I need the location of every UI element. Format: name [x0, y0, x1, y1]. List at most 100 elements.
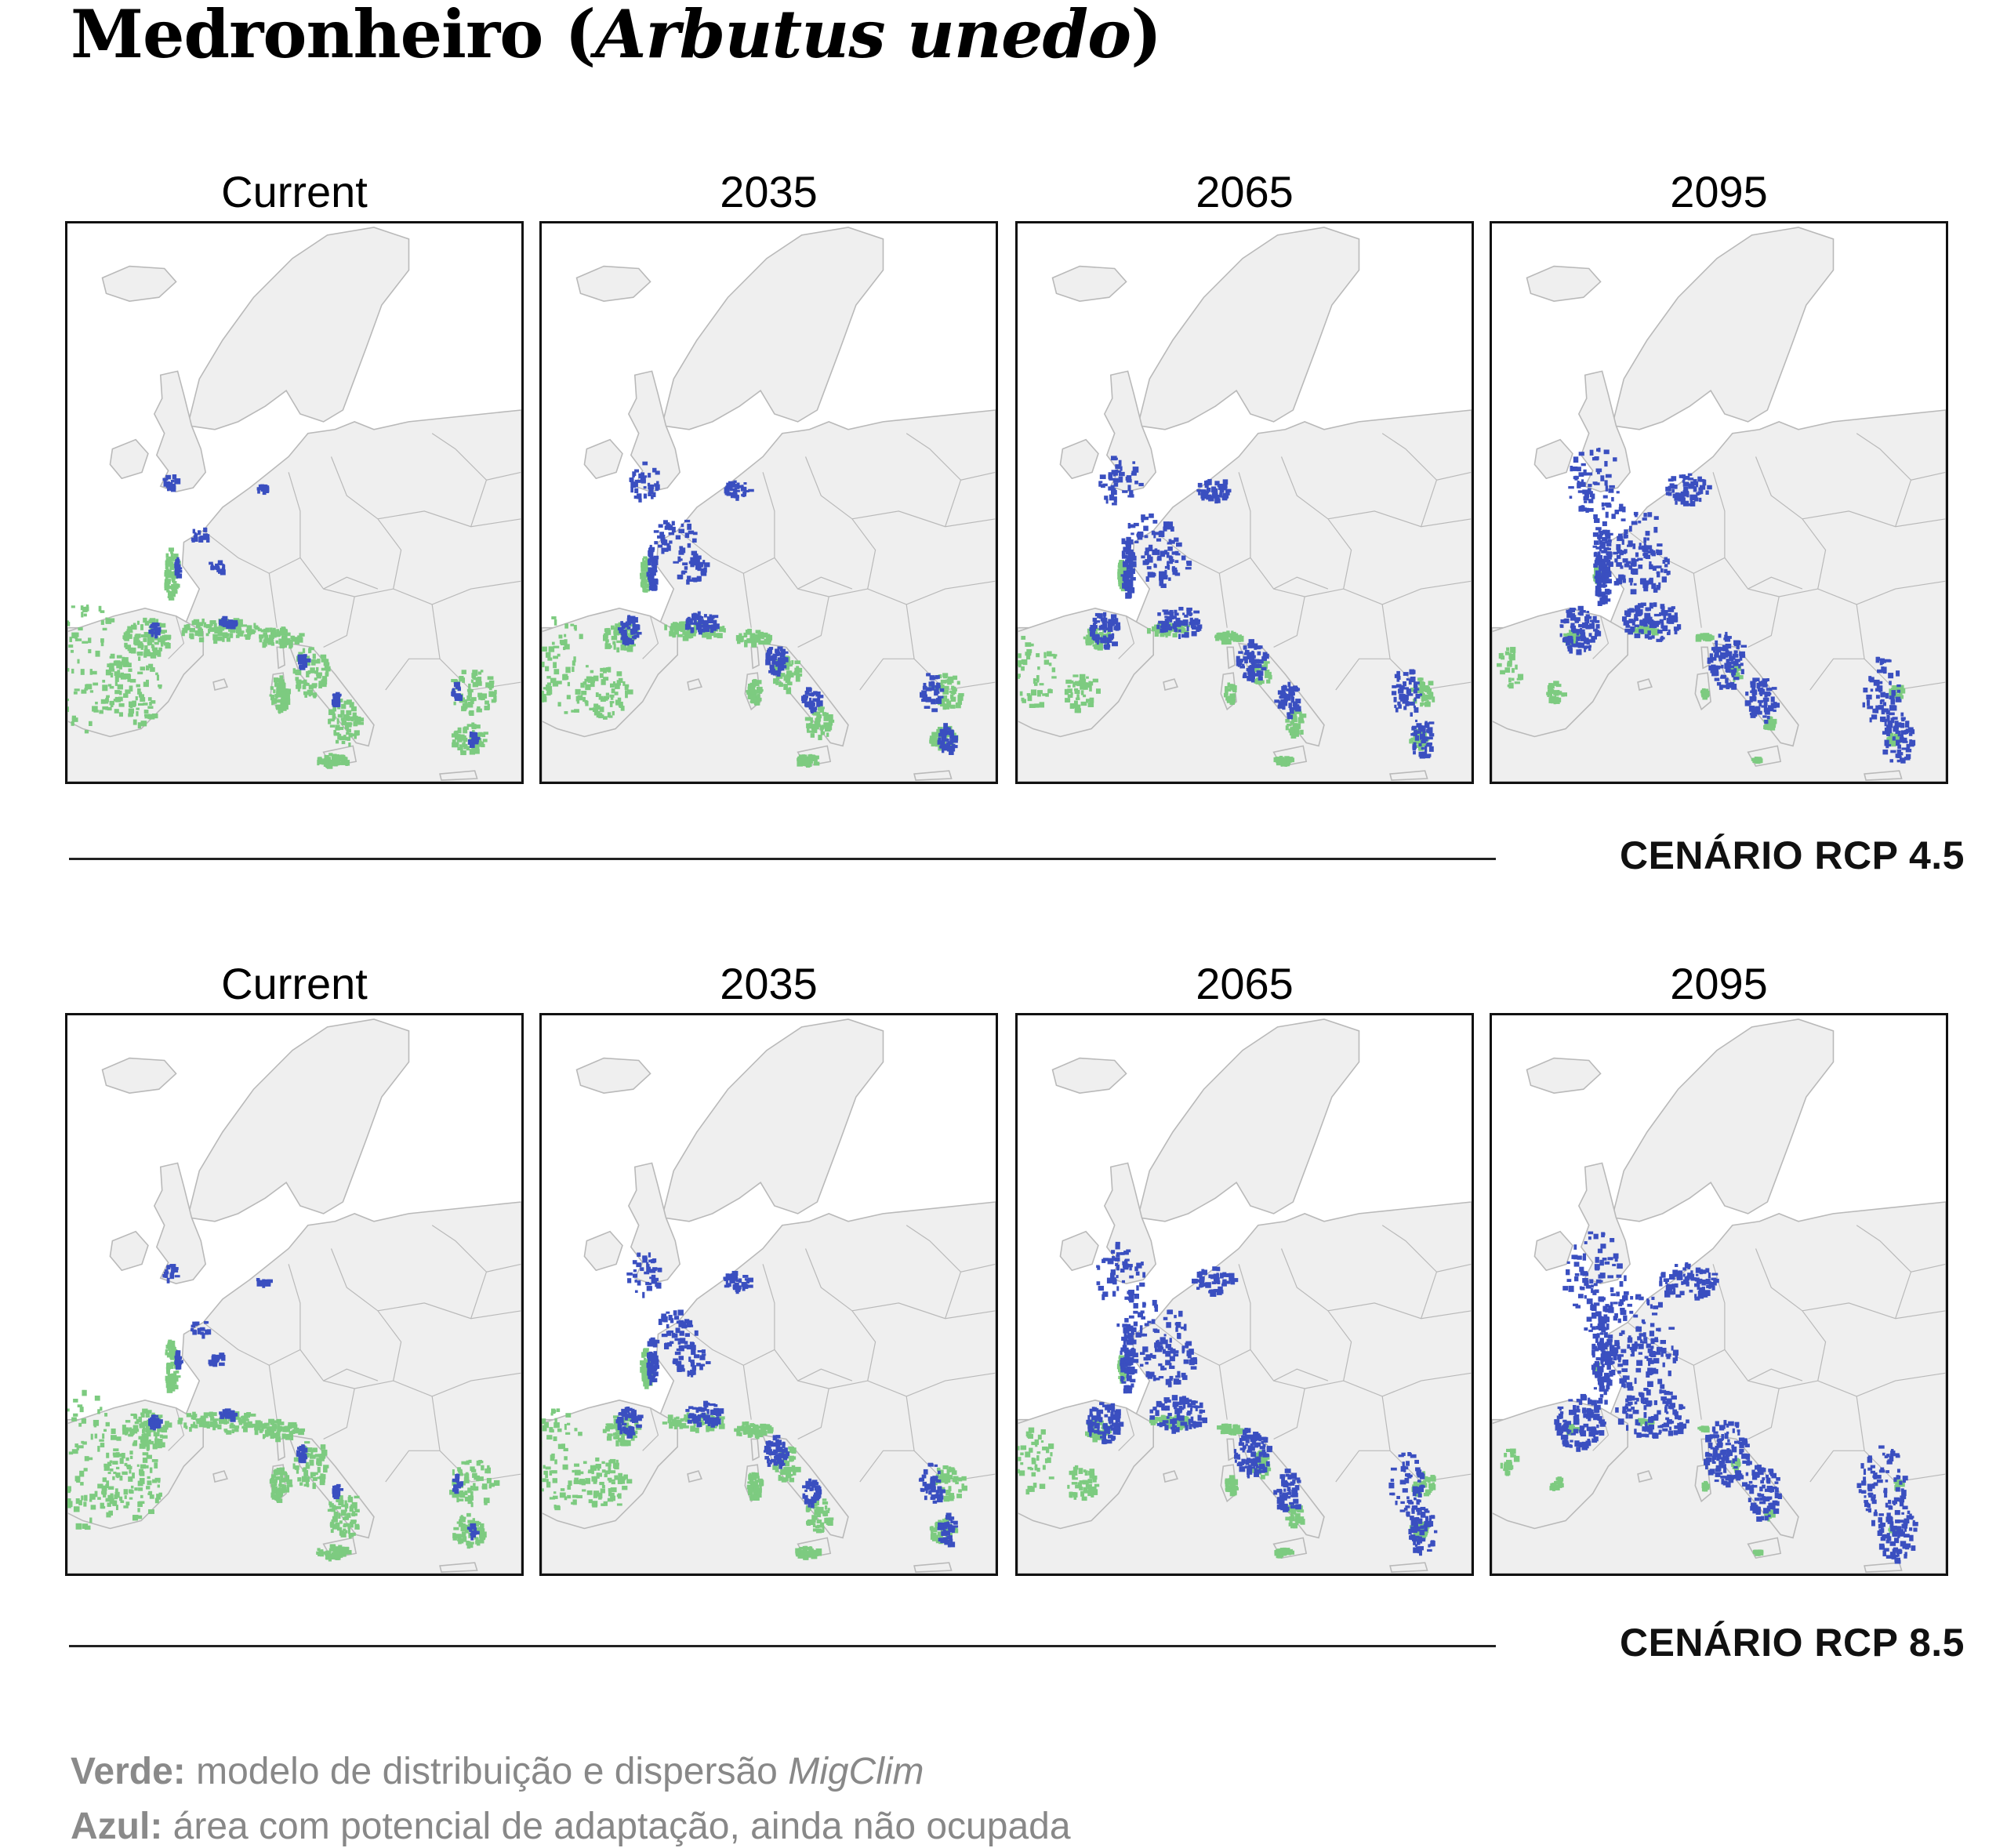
blue-cell: [1259, 645, 1263, 649]
blue-cell: [1635, 559, 1639, 562]
green-cell: [708, 633, 712, 639]
blue-cell: [1659, 619, 1664, 624]
blue-cell: [1141, 514, 1145, 521]
blue-cell: [1638, 603, 1644, 608]
blue-cell: [1279, 695, 1283, 699]
green-cell: [280, 688, 286, 692]
green-cell: [1221, 638, 1227, 645]
green-cell: [1154, 630, 1160, 637]
blue-cell: [656, 481, 659, 487]
blue-cell: [655, 485, 659, 492]
blue-cell: [1174, 560, 1179, 564]
blue-cell: [1581, 481, 1586, 488]
green-cell: [112, 1461, 118, 1465]
blue-cell: [1125, 550, 1129, 555]
blue-cell: [679, 546, 684, 549]
country-border: [906, 433, 961, 481]
green-cell: [338, 1512, 341, 1519]
green-cell: [198, 1421, 205, 1428]
green-cell: [587, 677, 591, 683]
green-cell: [1897, 685, 1902, 692]
blue-cell: [1885, 724, 1892, 730]
green-cell: [128, 708, 135, 714]
blue-cell: [1876, 688, 1881, 692]
green-cell: [157, 1428, 163, 1432]
blue-cell: [1770, 696, 1775, 703]
blue-cell: [1094, 612, 1100, 617]
green-cell: [178, 1418, 183, 1421]
blue-cell: [1104, 644, 1111, 648]
blue-cell: [687, 543, 691, 548]
blue-cell: [735, 489, 740, 492]
blue-cell: [687, 575, 691, 582]
green-cell: [143, 632, 151, 638]
blue-cell: [455, 683, 458, 689]
green-cell: [494, 689, 497, 695]
blue-cell: [1398, 688, 1404, 694]
green-cell: [159, 1442, 165, 1448]
green-cell: [128, 668, 132, 672]
blue-cell: [1249, 659, 1252, 663]
blue-cell: [1566, 645, 1570, 649]
green-cell: [89, 1494, 96, 1500]
green-cell: [1042, 693, 1048, 696]
blue-cell: [1149, 513, 1154, 518]
blue-cell: [1641, 630, 1644, 634]
blue-cell: [227, 624, 231, 630]
blue-cell: [1144, 516, 1149, 521]
green-cell: [136, 1515, 143, 1519]
green-cell: [285, 695, 289, 699]
green-cell: [92, 670, 97, 675]
green-cell: [100, 1407, 103, 1411]
blue-cell: [1198, 619, 1201, 623]
green-cell: [158, 647, 162, 652]
blue-cell: [452, 688, 455, 695]
blue-cell: [1578, 648, 1582, 655]
green-cell: [114, 671, 119, 677]
green-cell: [935, 740, 938, 747]
blue-cell: [648, 576, 653, 583]
green-cell: [223, 634, 227, 638]
green-cell: [611, 635, 618, 641]
green-cell: [280, 700, 285, 706]
blue-cell: [1591, 493, 1595, 499]
green-cell: [88, 637, 92, 644]
blue-cell: [1900, 712, 1904, 717]
blue-cell: [921, 698, 927, 703]
green-cell: [470, 679, 474, 683]
blue-cell: [1625, 625, 1631, 628]
green-cell: [484, 706, 490, 710]
land-scandinavia: [187, 227, 410, 430]
scenario-rcp45: Current 2035 2065 2095 CENÁRIO RCP 4.5: [0, 0, 2007, 877]
green-cell: [153, 1432, 160, 1436]
blue-cell: [1560, 619, 1564, 623]
green-cell: [461, 670, 466, 674]
blue-cell: [1872, 708, 1877, 713]
green-cell: [127, 677, 131, 682]
blue-cell: [194, 536, 198, 542]
green-cell: [137, 703, 144, 706]
green-cell: [1092, 678, 1098, 683]
blue-cell: [637, 631, 642, 635]
blue-cell: [1580, 627, 1583, 634]
blue-cell: [1288, 703, 1292, 708]
green-cell: [1154, 624, 1159, 630]
green-cell: [113, 1471, 117, 1475]
green-cell: [815, 711, 821, 716]
blue-cell: [223, 620, 229, 627]
blue-cell: [1634, 605, 1641, 612]
green-cell: [241, 1425, 245, 1429]
blue-cell: [1649, 602, 1653, 609]
blue-cell: [1130, 566, 1134, 569]
green-cell: [1700, 689, 1706, 696]
blue-cell: [768, 670, 773, 673]
land-iceland: [575, 265, 651, 302]
blue-cell: [1896, 699, 1902, 703]
green-cell: [542, 696, 547, 703]
green-cell: [749, 688, 755, 695]
blue-cell: [1107, 621, 1112, 628]
blue-cell: [1663, 615, 1667, 621]
blue-cell: [1200, 489, 1207, 496]
green-cell: [281, 641, 286, 646]
green-cell: [165, 564, 169, 570]
